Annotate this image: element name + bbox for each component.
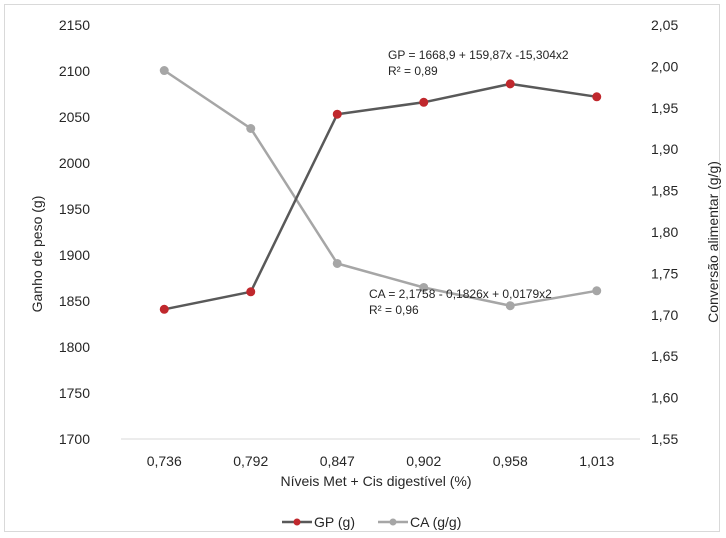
left-tick-label: 1750 <box>59 385 90 401</box>
ca-equation-annotation: CA = 2,1758 - 0,1826x + 0,0179x2 <box>369 287 552 301</box>
gp-series-line <box>164 82 597 311</box>
left-axis-ticks: 1700 1750 1800 1850 1900 1950 2000 2050 2100 2150 <box>59 17 90 447</box>
left-tick-label: 2050 <box>59 109 90 125</box>
left-tick-label: 1900 <box>59 247 90 263</box>
x-tick-label: 0,792 <box>233 453 268 469</box>
left-tick-label: 2100 <box>59 63 90 79</box>
gp-data-point <box>246 287 256 297</box>
ca-data-point <box>332 258 342 268</box>
series-points <box>159 66 602 314</box>
right-tick-label: 1,55 <box>651 431 678 447</box>
x-tick-label: 1,013 <box>579 453 614 469</box>
ca-series-line <box>163 69 598 307</box>
legend: GP (g) CA (g/g) <box>282 514 461 530</box>
left-axis-label: Ganho de peso (g) <box>29 196 45 313</box>
right-tick-label: 1,95 <box>651 100 678 116</box>
gp-data-point <box>332 109 342 119</box>
right-tick-label: 1,65 <box>651 348 678 364</box>
right-tick-label: 2,00 <box>651 58 678 74</box>
x-tick-label: 0,847 <box>320 453 355 469</box>
right-tick-label: 1,85 <box>651 183 678 199</box>
legend-item-ca: CA (g/g) <box>378 514 461 530</box>
x-tick-label: 0,958 <box>493 453 528 469</box>
legend-ca-marker <box>389 518 397 526</box>
left-tick-label: 1800 <box>59 339 90 355</box>
legend-gp-label: GP (g) <box>314 514 355 530</box>
chart-frame <box>4 4 720 532</box>
legend-item-gp: GP (g) <box>282 514 355 530</box>
x-tick-label: 0,902 <box>406 453 441 469</box>
ca-data-point <box>246 124 256 133</box>
left-tick-label: 2150 <box>59 17 90 33</box>
right-tick-label: 1,60 <box>651 390 678 406</box>
right-tick-label: 1,80 <box>651 224 678 240</box>
left-tick-label: 2000 <box>59 155 90 171</box>
right-axis-ticks: 1,55 1,60 1,65 1,70 1,75 1,80 1,85 1,90 1,95 2,00… <box>651 17 678 447</box>
ca-data-point <box>505 301 515 311</box>
left-tick-label: 1700 <box>59 431 90 447</box>
ca-data-point <box>592 286 602 296</box>
left-tick-label: 1850 <box>59 293 90 309</box>
legend-ca-label: CA (g/g) <box>410 514 461 530</box>
right-axis-label: Conversão alimentar (g/g) <box>705 161 721 323</box>
right-tick-label: 1,70 <box>651 307 678 323</box>
right-tick-label: 1,75 <box>651 265 678 281</box>
gp-data-point <box>159 304 169 314</box>
x-axis-ticks: 0,736 0,792 0,847 0,902 0,958 1,013 <box>147 453 615 469</box>
gp-data-point <box>592 92 602 102</box>
x-tick-label: 0,736 <box>147 453 182 469</box>
x-axis-label: Níveis Met + Cis digestível (%) <box>281 473 472 489</box>
right-tick-label: 1,90 <box>651 141 678 157</box>
gp-data-point <box>505 79 515 89</box>
left-tick-label: 1950 <box>59 201 90 217</box>
series-lines <box>163 69 598 311</box>
ca-data-point <box>159 66 169 76</box>
legend-gp-marker <box>293 518 301 526</box>
gp-equation-annotation: GP = 1668,9 + 159,87x -15,304x2 <box>388 48 569 62</box>
ca-data-point <box>419 282 429 292</box>
gp-r2-annotation: R² = 0,89 <box>388 64 438 78</box>
right-tick-label: 2,05 <box>651 17 678 33</box>
gp-data-point <box>419 97 429 107</box>
ca-r2-annotation: R² = 0,96 <box>369 303 419 317</box>
